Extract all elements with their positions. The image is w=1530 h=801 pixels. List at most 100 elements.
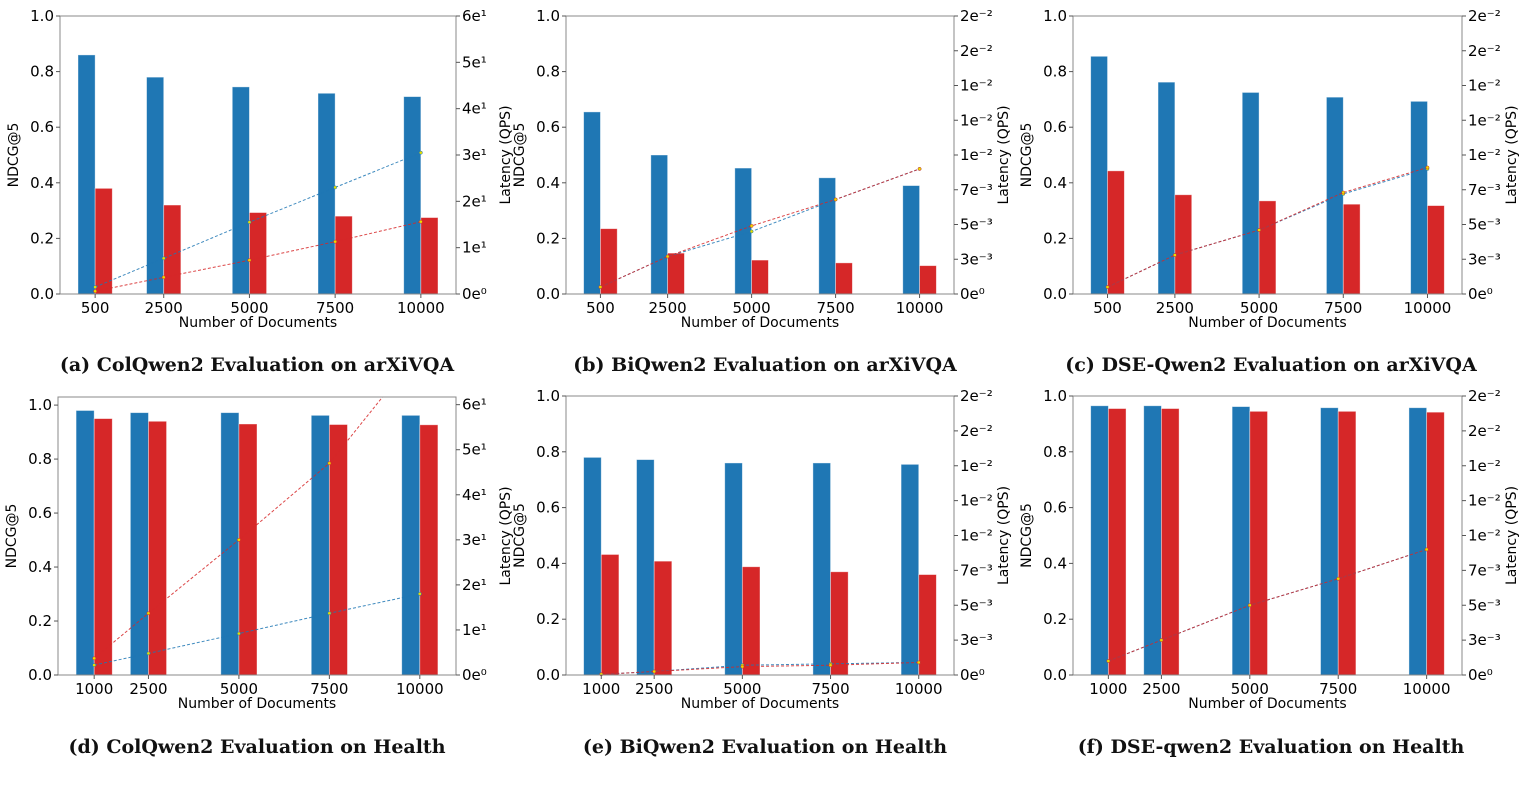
bar-red (249, 212, 267, 295)
y-right-tick-label: 0e⁰ (960, 666, 985, 684)
y-tick-label: 1.0 (536, 387, 560, 405)
y-right-tick-label: 5e¹ (462, 53, 487, 71)
latency-point (333, 239, 337, 244)
y-tick-label: 1.0 (1043, 7, 1067, 25)
y-tick-label: 0.0 (1043, 285, 1067, 303)
x-tick-label: 5000 (230, 299, 268, 317)
caption-f: (f) DSE-qwen2 Evaluation on Health (1077, 736, 1465, 758)
bar-red (653, 560, 673, 676)
latency-point (333, 185, 337, 190)
chart-panel-b: 0.0 0.2 0.4 0.6 0.8 1.0 0e⁰ 3e⁻³ 5e⁻³ 7e⁻³ 1e⁻² 1e⁻… (512, 7, 1012, 331)
y-right-tick-label: 1e⁻² (1468, 77, 1501, 95)
y-right-tick-label: 1e⁻² (1468, 146, 1501, 164)
y-right-tick-label: 1e⁻² (1468, 527, 1501, 545)
y-tick-label: 0.0 (28, 666, 52, 684)
x-tick-label: 2500 (129, 680, 167, 698)
y-tick-label: 1.0 (1043, 387, 1067, 405)
y-tick-label: 0.6 (536, 499, 560, 517)
bar-red (835, 262, 853, 295)
x-tick-label: 1000 (75, 680, 113, 698)
bar-red (148, 420, 167, 676)
bar-red (94, 187, 113, 295)
latency-point (833, 197, 838, 202)
x-tick-label: 1000 (1089, 680, 1127, 698)
y-tick-label: 0.4 (1043, 554, 1067, 572)
bar-blue (650, 154, 669, 295)
bar-red (600, 554, 620, 676)
x-tick-label: 2500 (635, 680, 673, 698)
latency-point (92, 656, 97, 661)
latency-point (1173, 253, 1177, 257)
y-right-tick-label: 7e⁻³ (960, 181, 993, 199)
y-right-tick-label: 1e¹ (462, 239, 487, 257)
y-right-tick-label: 1e⁻² (1468, 492, 1501, 510)
y-right-axis-label: Latency (QPS) (498, 486, 514, 585)
bar-red (1427, 205, 1445, 295)
bar-red (751, 259, 769, 295)
bar-blue (1320, 407, 1339, 676)
plot-frame (565, 15, 955, 295)
y-right-tick-label: 2e⁻² (960, 42, 993, 60)
bar-red (334, 215, 353, 295)
x-tick-label: 2500 (145, 299, 183, 317)
y-right-tick-label: 6e¹ (462, 7, 487, 25)
latency-point (237, 537, 241, 542)
y-right-tick-label: 4e¹ (462, 100, 487, 118)
latency-point (1247, 603, 1252, 608)
bar-blue (310, 414, 330, 676)
latency-point (93, 289, 97, 294)
x-tick-label: 7500 (316, 299, 354, 317)
y-tick-label: 0.2 (1043, 610, 1067, 628)
y-tick-label: 0.4 (536, 554, 560, 572)
bar-red (1337, 410, 1357, 676)
bar-blue (75, 410, 95, 676)
y-right-tick-label: 1e¹ (462, 621, 487, 639)
y-tick-label: 0.8 (30, 63, 54, 81)
latency-point (327, 461, 332, 466)
chart-panel-c: 0.0 0.2 0.4 0.6 0.8 1.0 0e⁰ 3e⁻³ 5e⁻³ 7e⁻³ 1e⁻² 1e⁻… (1019, 7, 1520, 331)
y-right-tick-label: 2e¹ (462, 192, 487, 210)
latency-point (652, 669, 657, 674)
bar-red (163, 204, 182, 295)
bar-blue (636, 459, 655, 676)
y-tick-label: 0.2 (30, 229, 54, 247)
y-right-axis-label: Latency (QPS) (996, 486, 1012, 585)
y-right-tick-label: 0e⁰ (960, 285, 985, 303)
y-right-axis-label: Latency (QPS) (1504, 105, 1520, 204)
x-tick-label: 10000 (397, 299, 445, 317)
y-right-tick-label: 0e⁰ (462, 666, 487, 684)
y-right-tick-label: 1e⁻² (1468, 111, 1501, 129)
bar-red (1107, 170, 1125, 295)
bar-blue (403, 96, 422, 295)
x-tick-label: 10000 (396, 680, 444, 698)
x-tick-label: 2500 (649, 299, 687, 317)
y-tick-label: 1.0 (536, 7, 560, 25)
bar-red (420, 217, 439, 295)
y-right-tick-label: 5e¹ (462, 441, 487, 459)
x-tick-label: 5000 (1231, 680, 1269, 698)
latency-point (237, 631, 241, 636)
y-tick-label: 0.4 (1043, 174, 1067, 192)
y-right-tick-label: 1e⁻² (1468, 457, 1501, 475)
bar-blue (220, 412, 240, 676)
bar-red (1258, 200, 1277, 295)
latency-point (146, 611, 151, 616)
x-tick-label: 500 (1093, 299, 1122, 317)
y-right-tick-label: 1e⁻² (960, 77, 993, 95)
caption-a: (a) ColQwen2 Evaluation on arXiVQA (59, 354, 455, 376)
x-tick-label: 500 (586, 299, 615, 317)
latency-point (598, 285, 603, 289)
bar-blue (902, 185, 920, 295)
x-tick-label: 7500 (816, 299, 854, 317)
bar-red (918, 574, 937, 676)
bar-red (419, 424, 439, 676)
y-right-tick-label: 1e⁻² (960, 111, 993, 129)
latency-point (417, 592, 422, 596)
bar-blue (1143, 405, 1162, 676)
bar-red (1174, 194, 1193, 295)
bar-blue (1157, 81, 1176, 295)
bar-blue (1241, 92, 1260, 295)
chart-panel-f: 0.0 0.2 0.4 0.6 0.8 1.0 0e⁰ 3e⁻³ 5e⁻³ 7e⁻³ 1e⁻² 1e⁻… (1019, 387, 1520, 712)
latency-point (665, 254, 670, 259)
